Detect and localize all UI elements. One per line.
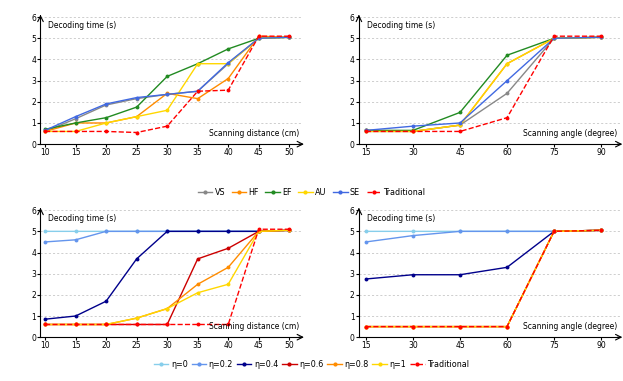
Text: Scanning angle (degree): Scanning angle (degree) <box>523 322 617 331</box>
Text: Scanning distance (cm): Scanning distance (cm) <box>209 322 299 331</box>
Legend: η=0, η=0.2, η=0.4, η=0.6, η=0.8, η=1, Traditional: η=0, η=0.2, η=0.4, η=0.6, η=0.8, η=1, Tr… <box>151 357 472 372</box>
Text: Scanning distance (cm): Scanning distance (cm) <box>209 129 299 138</box>
Text: Decoding time (s): Decoding time (s) <box>367 214 435 223</box>
Text: Decoding time (s): Decoding time (s) <box>367 21 435 30</box>
Text: Decoding time (s): Decoding time (s) <box>49 214 117 223</box>
Text: Scanning angle (degree): Scanning angle (degree) <box>523 129 617 138</box>
Legend: VS, HF, EF, AU, SE, Traditional: VS, HF, EF, AU, SE, Traditional <box>194 185 429 200</box>
Text: Decoding time (s): Decoding time (s) <box>49 21 117 30</box>
